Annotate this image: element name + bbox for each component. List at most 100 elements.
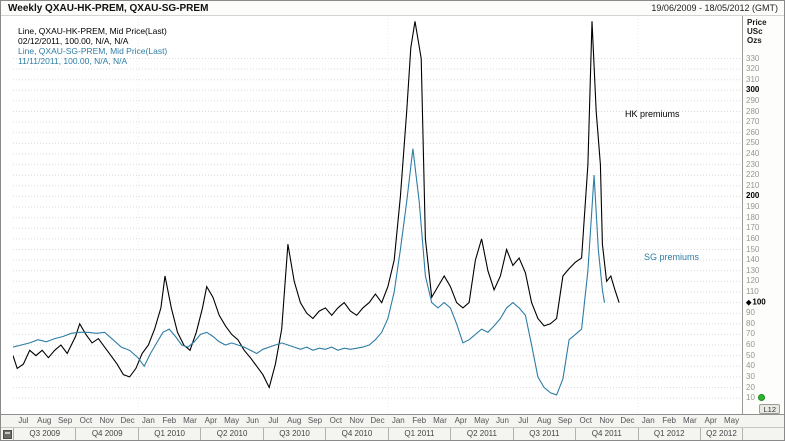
x-axis-month-label: Mar xyxy=(433,416,447,425)
date-range: 19/06/2009 - 18/05/2012 (GMT) xyxy=(651,3,778,13)
x-axis-quarter-label: Q4 2009 xyxy=(75,428,137,440)
x-axis-quarter-label: Q2 2011 xyxy=(450,428,512,440)
last-price-marker-icon: ◆ xyxy=(746,299,752,307)
x-axis-month-label: Aug xyxy=(287,416,302,425)
y-axis-tick-label: 250 xyxy=(746,138,760,148)
x-axis-month-label: Jul xyxy=(518,416,529,425)
x-axis-quarter-label: Q1 2010 xyxy=(137,428,200,440)
y-axis-tick-label: 260 xyxy=(746,127,760,137)
x-axis-quarter-label: Q2 2012 xyxy=(699,428,742,440)
x-axis-month-label: May xyxy=(474,416,490,425)
x-axis-months: Jul Aug Sep Oct Nov Dec Jan Feb Mar Apr May Jun Jul A… xyxy=(1,414,784,427)
series-line[interactable] xyxy=(13,21,620,390)
chart-canvas[interactable] xyxy=(13,16,742,414)
status-dot-icon xyxy=(758,394,765,401)
x-axis-month-label: Mar xyxy=(183,416,197,425)
x-axis-month-label: Aug xyxy=(537,416,552,425)
y-axis-tick-label: 200 xyxy=(746,191,760,201)
y-axis-tick-label: 240 xyxy=(746,149,760,158)
y-axis-tick-label: ◆100 xyxy=(746,297,766,307)
y-axis: Price USc Ozs 10 20 30 40 50 60 70 80 90 ◆100 110 1… xyxy=(742,16,784,414)
y-axis-tick-label: 320 xyxy=(746,64,760,74)
x-axis-month-label: Apr xyxy=(704,416,717,425)
y-axis-tick-label: 300 xyxy=(746,85,760,95)
y-axis-tick-label: 230 xyxy=(746,159,760,169)
x-axis-month-label: Oct xyxy=(329,416,343,425)
x-axis-month-label: Mar xyxy=(683,416,697,425)
y-axis-tick-label: 40 xyxy=(746,361,755,371)
x-axis-month-label: Apr xyxy=(204,416,218,425)
x-axis-month-label: Dec xyxy=(120,416,135,425)
chart-legend: Line, QXAU-HK-PREM, Mid Price(Last) 02/1… xyxy=(18,26,167,66)
y-axis-tick-label: 170 xyxy=(746,223,760,233)
x-axis-month-label: Nov xyxy=(349,416,364,425)
y-axis-tick-label: 60 xyxy=(746,340,755,349)
x-axis-month-label: Feb xyxy=(412,416,427,425)
y-axis-tick-label: 190 xyxy=(746,202,760,211)
y-axis-tick-label: 140 xyxy=(746,255,760,265)
x-axis-month-label: May xyxy=(224,416,240,425)
legend-row[interactable]: Line, QXAU-SG-PREM, Mid Price(Last) xyxy=(18,46,168,56)
y-axis-tick-label: 90 xyxy=(746,308,755,318)
legend-row[interactable]: 11/11/2011, 100.00, N/A, N/A xyxy=(18,56,128,66)
y-axis-tick-label: 20 xyxy=(746,382,755,392)
corner-menu-icon[interactable] xyxy=(3,430,12,439)
x-axis-quarter-label: Q1 2012 xyxy=(637,428,700,440)
chart-title: Weekly QXAU-HK-PREM, QXAU-SG-PREM xyxy=(8,2,209,14)
x-axis-month-label: Nov xyxy=(599,416,614,425)
x-axis-quarter-label: Q2 2010 xyxy=(200,428,262,440)
x-axis-month-label: Nov xyxy=(99,416,114,425)
x-axis-month-label: Oct xyxy=(79,416,93,425)
x-axis-month-label: Jan xyxy=(641,416,655,425)
y-axis-tick-label: 280 xyxy=(746,106,760,116)
x-axis-month-label: Apr xyxy=(454,416,468,425)
hk-series-label: HK premiums xyxy=(625,109,680,119)
series-line[interactable] xyxy=(13,148,606,396)
x-axis-month-label: Dec xyxy=(370,416,385,425)
x-axis-month-label: Feb xyxy=(662,416,676,425)
y-axis-tick-label: 270 xyxy=(746,117,760,127)
y-axis-tick-label: 30 xyxy=(746,371,755,381)
x-axis-quarter-label: Q3 2011 xyxy=(512,428,575,440)
x-axis-month-label: Jul xyxy=(18,416,29,425)
y-axis-unit-label: Price USc Ozs xyxy=(747,18,767,45)
x-axis-month-label: Jan xyxy=(391,416,405,425)
x-axis-quarters: Q3 2009 Q4 2009 Q1 2010 Q2 2010 Q3 2010 Q4 20… xyxy=(1,427,784,440)
y-axis-tick-label: 130 xyxy=(746,265,760,275)
x-axis-quarter-label: Q4 2010 xyxy=(325,428,387,440)
layout-badge[interactable]: L12 xyxy=(759,404,780,414)
x-axis-month-label: Sep xyxy=(557,416,573,425)
y-axis-tick-label: 330 xyxy=(746,53,760,63)
y-axis-tick-label: 80 xyxy=(746,318,755,328)
x-axis-month-label: Dec xyxy=(620,416,635,425)
chart-header: Weekly QXAU-HK-PREM, QXAU-SG-PREM 19/06/… xyxy=(1,1,784,16)
x-axis-month-label: Jan xyxy=(141,416,155,425)
y-axis-tick-label: 50 xyxy=(746,350,755,360)
x-axis-month-label: May xyxy=(724,416,740,425)
x-axis-quarter-label: Q3 2010 xyxy=(262,428,325,440)
x-axis-quarter-label: Q4 2011 xyxy=(575,428,637,440)
x-axis-month-label: Jul xyxy=(268,416,279,425)
x-axis-month-label: Sep xyxy=(307,416,323,425)
x-axis-month-label: Oct xyxy=(579,416,592,425)
y-axis-ticks: 10 20 30 40 50 60 70 80 90 ◆100 110 120 130 140 150 160… xyxy=(743,16,784,414)
y-axis-tick-label: 310 xyxy=(746,74,760,84)
x-axis-quarter-label: Q1 2011 xyxy=(387,428,450,440)
x-axis-month-label: Feb xyxy=(162,416,177,425)
y-axis-tick-label: 10 xyxy=(746,393,755,403)
sg-series-label: SG premiums xyxy=(644,252,700,262)
y-axis-tick-label: 220 xyxy=(746,170,760,180)
y-axis-tick-label: 70 xyxy=(746,329,755,339)
x-axis-month-label: Aug xyxy=(37,416,52,425)
y-axis-tick-label: 290 xyxy=(746,95,760,105)
left-gutter xyxy=(1,16,13,414)
y-axis-tick-label: 160 xyxy=(746,233,760,243)
x-axis-month-label: Sep xyxy=(57,416,73,425)
x-axis-month-label: Jun xyxy=(246,416,259,425)
y-axis-tick-label: 210 xyxy=(746,180,760,190)
legend-row[interactable]: 02/12/2011, 100.00, N/A, N/A xyxy=(18,36,129,46)
y-axis-tick-label: 110 xyxy=(746,286,759,296)
legend-row[interactable]: Line, QXAU-HK-PREM, Mid Price(Last) xyxy=(18,26,167,36)
y-axis-tick-label: 150 xyxy=(746,244,760,254)
